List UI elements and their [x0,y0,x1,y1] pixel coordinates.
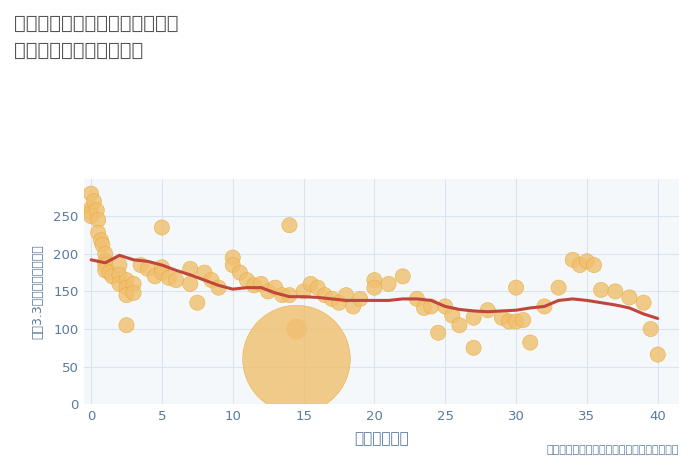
Point [192,299,203,306]
Point [510,318,522,325]
Point [348,303,359,310]
Point [142,265,153,273]
Point [284,291,295,299]
Point [213,284,224,291]
Point [85,212,97,220]
Point [91,206,102,214]
Point [638,299,649,306]
Point [85,190,97,197]
Point [88,197,99,205]
Point [468,314,480,321]
Point [99,258,111,265]
Point [369,276,380,284]
Point [553,284,564,291]
Point [270,284,281,291]
Point [319,291,330,299]
Point [652,351,664,358]
Point [104,269,115,276]
Point [156,224,167,231]
Point [397,273,408,280]
Point [256,280,267,288]
Point [383,280,394,288]
Point [135,261,146,269]
Point [121,284,132,291]
Point [291,325,302,333]
Point [106,273,118,280]
Point [85,209,97,216]
Point [412,295,423,303]
Point [121,276,132,284]
Point [121,291,132,299]
Point [92,229,104,236]
Point [241,276,253,284]
Point [99,250,111,258]
Point [567,256,578,264]
Point [574,261,585,269]
Point [517,316,528,324]
Point [185,265,196,273]
Point [284,221,295,229]
Point [645,325,657,333]
Point [589,261,600,269]
X-axis label: 築年数（年）: 築年数（年） [354,431,409,446]
Point [340,291,351,299]
Point [440,303,451,310]
Point [99,266,111,274]
Point [454,321,465,329]
Point [333,299,344,306]
Point [468,344,480,352]
Point [227,254,238,261]
Point [163,274,174,282]
Point [248,282,260,289]
Point [596,286,607,294]
Point [92,216,104,224]
Point [503,318,514,325]
Text: 神奈川県横浜市港北区篠原町の
築年数別中古戸建て価格: 神奈川県横浜市港北区篠原町の 築年数別中古戸建て価格 [14,14,178,60]
Point [291,355,302,363]
Point [156,264,167,271]
Point [128,289,139,297]
Point [149,273,160,280]
Point [85,205,97,212]
Point [185,280,196,288]
Point [447,312,458,319]
Point [262,288,274,295]
Point [624,294,635,301]
Point [510,284,522,291]
Point [482,306,493,314]
Point [99,261,111,269]
Point [426,303,437,310]
Y-axis label: 坪（3.3㎡）単価（万円）: 坪（3.3㎡）単価（万円） [32,244,45,339]
Point [539,303,550,310]
Point [171,276,182,284]
Point [156,269,167,276]
Point [369,284,380,291]
Point [312,284,323,291]
Point [114,280,125,288]
Point [114,271,125,279]
Point [433,329,444,337]
Point [305,280,316,288]
Point [121,321,132,329]
Point [206,276,217,284]
Point [355,295,366,303]
Point [199,269,210,276]
Point [581,258,592,265]
Point [276,291,288,299]
Point [234,269,246,276]
Point [496,314,507,321]
Point [227,261,238,269]
Point [610,288,621,295]
Point [128,280,139,288]
Point [95,236,106,244]
Point [525,339,536,346]
Point [298,288,309,295]
Point [97,241,108,249]
Point [114,261,125,269]
Point [419,304,430,312]
Text: 円の大きさは、取引のあった物件面積を示す: 円の大きさは、取引のあった物件面積を示す [547,445,679,455]
Point [326,295,337,303]
